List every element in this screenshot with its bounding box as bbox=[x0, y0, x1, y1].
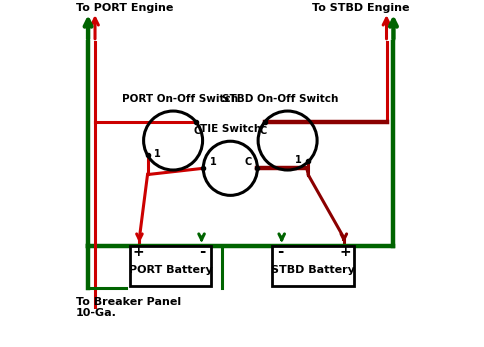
Text: 1: 1 bbox=[153, 149, 160, 159]
Text: -: - bbox=[277, 244, 283, 259]
Text: +: + bbox=[338, 245, 350, 259]
Text: 1: 1 bbox=[209, 157, 216, 167]
Text: PORT Battery: PORT Battery bbox=[128, 265, 212, 275]
Text: +: + bbox=[132, 245, 144, 259]
Text: To PORT Engine: To PORT Engine bbox=[76, 3, 173, 14]
Text: STBD On-Off Switch: STBD On-Off Switch bbox=[222, 94, 338, 104]
Text: 1: 1 bbox=[295, 155, 302, 165]
Text: C: C bbox=[194, 126, 201, 136]
Bar bbox=[129, 246, 211, 286]
Text: PORT On-Off Switch: PORT On-Off Switch bbox=[121, 94, 238, 104]
Text: C: C bbox=[259, 126, 266, 136]
Text: C: C bbox=[243, 157, 251, 167]
Text: STBD Battery: STBD Battery bbox=[270, 265, 354, 275]
Text: -: - bbox=[199, 244, 205, 259]
Bar bbox=[272, 246, 353, 286]
Text: To Breaker Panel
10-Ga.: To Breaker Panel 10-Ga. bbox=[76, 297, 181, 318]
Text: To STBD Engine: To STBD Engine bbox=[311, 3, 408, 14]
Text: TIE Switch: TIE Switch bbox=[199, 124, 260, 134]
